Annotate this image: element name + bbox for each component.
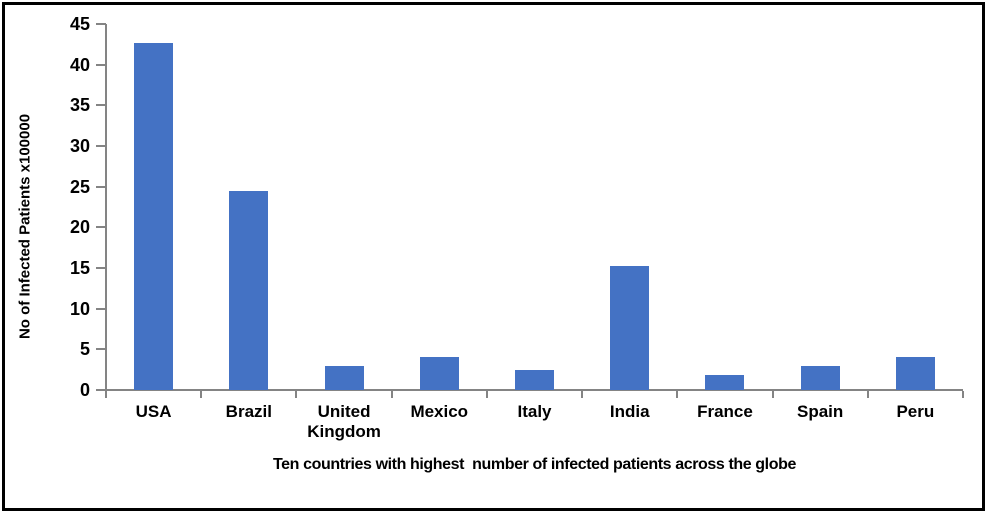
bar-usa <box>134 42 174 390</box>
y-axis-tick <box>96 104 106 107</box>
x-axis-tick <box>962 391 964 398</box>
y-axis-line <box>105 24 107 391</box>
x-category-label: France <box>697 402 753 421</box>
x-category-label: India <box>609 402 650 421</box>
x-category-label: United Kingdom <box>307 402 381 441</box>
bar-italy <box>515 369 554 390</box>
y-axis-tick <box>96 185 106 188</box>
x-axis-line <box>96 389 963 391</box>
x-axis-tick <box>485 391 488 398</box>
y-axis-tick <box>96 348 106 351</box>
bar-india <box>610 265 650 390</box>
x-category-label: Italy <box>517 402 552 421</box>
bar-spain <box>800 366 840 390</box>
y-axis-tick <box>96 307 106 310</box>
y-tick-label: 40 <box>69 54 90 75</box>
y-tick-label: 10 <box>69 298 90 319</box>
y-tick-label: 20 <box>69 217 90 238</box>
y-tick-label: 0 <box>79 380 90 400</box>
y-tick-label: 45 <box>69 14 90 34</box>
y-axis-tick <box>96 63 106 66</box>
x-category-label: Brazil <box>225 402 272 421</box>
x-category-label: USA <box>135 402 172 421</box>
y-axis-tick <box>96 145 106 147</box>
bar-brazil <box>229 190 269 390</box>
x-axis-tick <box>581 391 584 398</box>
y-axis-tick <box>96 389 106 391</box>
y-tick-label: 5 <box>79 339 90 360</box>
x-category-label: Spain <box>797 402 844 421</box>
x-axis-tick <box>771 391 774 398</box>
x-axis-tick <box>676 391 679 398</box>
x-axis-tick <box>200 391 203 398</box>
bar-united-kingdom <box>324 365 364 390</box>
y-tick-label: 15 <box>69 258 90 278</box>
y-tick-label: 25 <box>69 176 90 197</box>
x-axis-tick <box>105 391 107 398</box>
x-axis-tick <box>866 391 869 398</box>
bar-france <box>705 375 745 390</box>
y-tick-label: 35 <box>69 95 90 116</box>
y-axis-tick <box>96 23 106 25</box>
x-axis-title: Ten countries with highest number of inf… <box>273 456 796 473</box>
bar-mexico <box>419 357 459 390</box>
bar-peru <box>895 357 935 390</box>
y-axis-tick <box>96 226 106 229</box>
x-axis-tick <box>390 391 393 398</box>
x-axis-tick <box>295 391 298 398</box>
y-axis-tick <box>96 267 106 269</box>
y-tick-label: 30 <box>69 136 90 156</box>
x-category-label: Mexico <box>410 402 469 421</box>
x-category-label: Peru <box>896 402 935 421</box>
